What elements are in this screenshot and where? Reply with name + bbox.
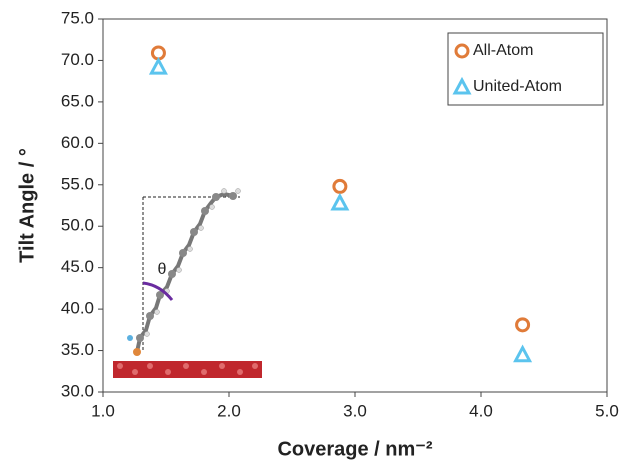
- y-tick-label: 65.0: [61, 91, 94, 110]
- point: [515, 317, 531, 333]
- point: [148, 56, 168, 75]
- legend-label: United-Atom: [473, 78, 562, 95]
- y-tick-label: 75.0: [61, 8, 94, 27]
- y-tick-label: 45.0: [61, 257, 94, 276]
- point: [332, 178, 348, 194]
- legend-marker: [452, 76, 472, 95]
- x-tick-label: 2.0: [217, 401, 241, 420]
- y-axis-label: Tilt Angle / °: [16, 148, 38, 263]
- y-tick-label: 70.0: [61, 50, 94, 69]
- y-tick-label: 50.0: [61, 216, 94, 235]
- y-tick-label: 60.0: [61, 133, 94, 152]
- y-tick-label: 30.0: [61, 381, 94, 400]
- legend-marker: [454, 43, 470, 59]
- annotation: θ: [158, 261, 167, 278]
- y-tick-label: 35.0: [61, 340, 94, 359]
- legend-label: All-Atom: [473, 42, 533, 59]
- legend-box: [447, 32, 604, 106]
- x-axis-label: Coverage / nm⁻²: [277, 438, 432, 460]
- x-tick-label: 3.0: [343, 401, 367, 420]
- x-tick-label: 4.0: [469, 401, 493, 420]
- x-tick-label: 5.0: [595, 401, 619, 420]
- x-tick-label: 1.0: [91, 401, 115, 420]
- point: [330, 192, 350, 211]
- point: [513, 344, 533, 363]
- y-tick-label: 55.0: [61, 174, 94, 193]
- inset-illustration: θ: [113, 188, 262, 378]
- y-tick-label: 40.0: [61, 299, 94, 318]
